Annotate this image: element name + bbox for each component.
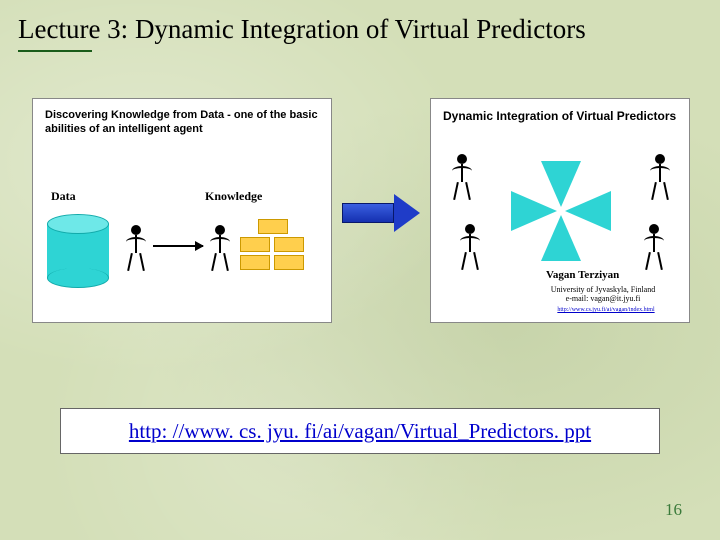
stick-figure-icon — [209, 225, 231, 275]
center-arrow-icon — [342, 198, 420, 228]
data-cylinder-icon — [47, 214, 109, 286]
affiliation-text: University of Jyvaskyla, Finland e-mail:… — [533, 285, 673, 303]
stick-figure-icon — [125, 225, 147, 275]
right-thumbnail: Dynamic Integration of Virtual Predictor… — [430, 98, 690, 323]
data-label: Data — [51, 189, 76, 204]
mini-url-link[interactable]: http://www.cs.jyu.fi/ai/vagan/index.html — [526, 307, 686, 313]
left-thumb-heading: Discovering Knowledge from Data - one of… — [45, 109, 319, 137]
stick-figure-icon — [451, 154, 473, 204]
lecture-url-link[interactable]: http: //www. cs. jyu. fi/ai/vagan/Virtua… — [129, 419, 591, 444]
author-name: Vagan Terziyan — [546, 269, 619, 281]
url-box: http: //www. cs. jyu. fi/ai/vagan/Virtua… — [60, 408, 660, 454]
right-thumb-heading: Dynamic Integration of Virtual Predictor… — [443, 109, 677, 123]
title-underline — [18, 50, 92, 52]
knowledge-label: Knowledge — [205, 189, 262, 204]
converging-arrows-icon — [511, 161, 611, 261]
left-thumbnail: Discovering Knowledge from Data - one of… — [32, 98, 332, 323]
stick-figure-icon — [459, 224, 481, 274]
stick-figure-icon — [649, 154, 671, 204]
arrow-right-icon — [153, 245, 203, 247]
stick-figure-icon — [643, 224, 665, 274]
knowledge-stack-icon — [238, 219, 308, 279]
page-number: 16 — [665, 500, 682, 520]
slide-title: Lecture 3: Dynamic Integration of Virtua… — [18, 14, 586, 45]
